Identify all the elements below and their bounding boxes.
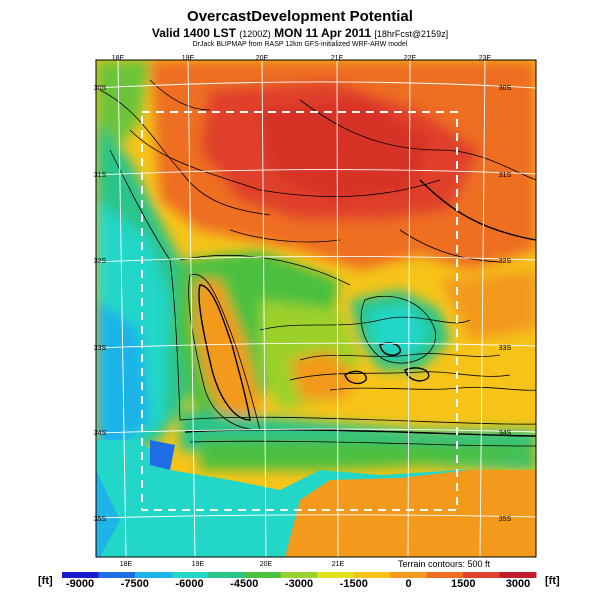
- colorbar-swatch: [62, 572, 99, 578]
- colorbar-swatch: [207, 572, 245, 578]
- lat-label-left: 30S: [94, 85, 107, 92]
- colorbar-tick-label: -9000: [65, 578, 95, 590]
- lat-label-left: 35S: [94, 516, 107, 523]
- colorbar-unit-left: [ft]: [38, 575, 53, 587]
- latlon-grid: [96, 60, 536, 557]
- model-credit: DrJack BLIPMAP from RASP 12km GFS-initia…: [192, 41, 408, 48]
- lon-label-bottom: 19E: [192, 561, 205, 568]
- lon-label-top: 19E: [182, 55, 195, 62]
- colorbar-swatch: [317, 572, 355, 578]
- lon-label-top: 20E: [256, 55, 269, 62]
- colorbar-swatch: [499, 572, 537, 578]
- lon-label-bottom: 21E: [332, 561, 345, 568]
- colorbar-swatch: [171, 572, 209, 578]
- lon-label-bottom: 18E: [120, 561, 133, 568]
- terrain-note: Terrain contours: 500 ft: [398, 559, 491, 569]
- colorbar: [62, 572, 537, 578]
- lon-labels-bottom: 18E 19E 20E 21E: [120, 561, 345, 568]
- colorbar-swatch: [134, 572, 172, 578]
- colorbar-tick-label: 3000: [505, 578, 531, 590]
- lat-labels-right: 30S 31S 32S 33S 34S 35S: [499, 85, 512, 523]
- colorbar-swatch: [353, 572, 391, 578]
- colorbar-swatch: [98, 572, 136, 578]
- colorbar-swatch: [463, 572, 501, 578]
- colorbar-swatch: [390, 572, 428, 578]
- lon-label-top: 21E: [331, 55, 344, 62]
- lat-label-right: 34S: [499, 430, 512, 437]
- colorbar-swatch: [244, 572, 282, 578]
- lat-labels-left: 30S 31S 32S 33S 34S 35S: [94, 85, 107, 523]
- colorbar-tick-label: -3000: [284, 578, 314, 590]
- colorbar-tick-label: 1500: [451, 578, 476, 590]
- lat-label-left: 31S: [94, 172, 107, 179]
- inner-domain-box: [141, 111, 458, 511]
- lon-label-top: 22E: [404, 55, 417, 62]
- colorbar-tick-label: -1500: [339, 578, 368, 590]
- colorbar-tick-label: 0: [405, 578, 412, 590]
- terrain-contours: [99, 79, 536, 447]
- lon-label-top: 18E: [112, 55, 125, 62]
- lat-label-right: 30S: [499, 85, 512, 92]
- lat-label-left: 33S: [94, 345, 107, 352]
- lat-label-left: 32S: [94, 258, 107, 265]
- colorbar-swatch: [426, 572, 464, 578]
- colorbar-tick-label: -6000: [175, 578, 204, 590]
- map-frame: [95, 59, 537, 558]
- lat-label-right: 35S: [499, 516, 512, 523]
- colorbar-tick-label: -7500: [120, 578, 149, 590]
- colorbar-unit-right: [ft]: [545, 575, 560, 587]
- lat-label-right: 33S: [499, 345, 512, 352]
- lat-label-right: 31S: [499, 172, 512, 179]
- colorbar-tick-label: -4500: [230, 578, 259, 590]
- lat-label-right: 32S: [499, 258, 512, 265]
- colorbar-swatch: [280, 572, 318, 578]
- lon-label-bottom: 20E: [260, 561, 273, 568]
- map-title: OvercastDevelopment Potential: [187, 8, 413, 25]
- lon-labels-top: 18E 19E 20E 21E 22E 23E: [112, 55, 492, 62]
- valid-time: Valid 1400 LST (1200Z) MON 11 Apr 2011 […: [151, 26, 449, 40]
- field-shading: [96, 60, 536, 557]
- lat-label-left: 34S: [94, 430, 107, 437]
- lon-label-top: 23E: [479, 55, 492, 62]
